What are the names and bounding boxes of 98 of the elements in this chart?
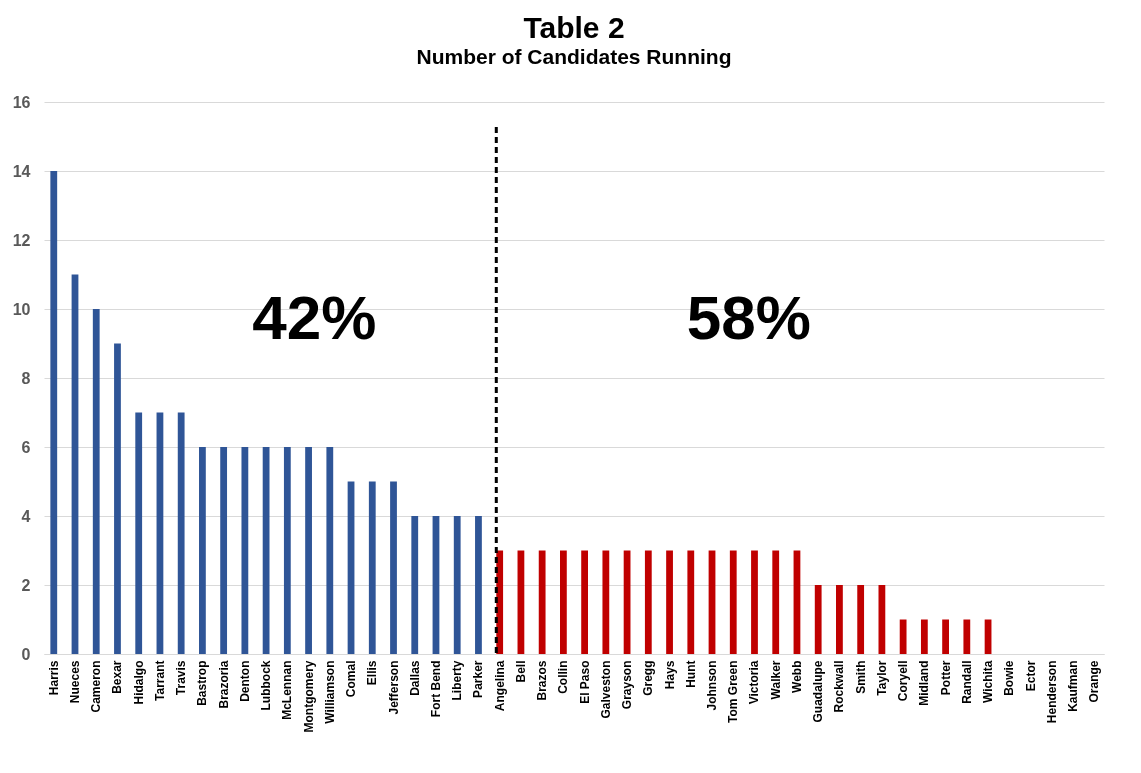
bar bbox=[283, 447, 291, 654]
x-tick-label: Montgomery bbox=[301, 660, 316, 733]
x-tick-label: Walker bbox=[768, 660, 783, 700]
bar bbox=[644, 550, 652, 654]
bar bbox=[390, 481, 397, 654]
bar bbox=[538, 550, 546, 654]
x-tick-label: Gregg bbox=[641, 660, 656, 696]
x-tick-label: Coryell bbox=[896, 660, 911, 702]
x-tick-label: Kaufman bbox=[1066, 660, 1080, 712]
x-tick-label: Lubbock bbox=[259, 660, 274, 711]
x-tick-label: Cameron bbox=[89, 660, 104, 713]
bar bbox=[878, 585, 886, 654]
x-tick-label: Ellis bbox=[365, 660, 380, 686]
bar bbox=[963, 619, 971, 654]
y-tick-label: 12 bbox=[12, 231, 31, 249]
bar bbox=[114, 343, 121, 654]
x-tick-label: Collin bbox=[556, 660, 571, 694]
x-tick-label: Tom Green bbox=[726, 660, 741, 723]
bar bbox=[241, 447, 249, 654]
bar bbox=[220, 447, 228, 654]
bar bbox=[368, 481, 376, 654]
annotation: 42% bbox=[252, 283, 377, 352]
bar bbox=[326, 447, 334, 654]
bar bbox=[475, 516, 482, 654]
x-tick-label: Brazos bbox=[535, 660, 550, 701]
x-tick-label: Potter bbox=[938, 660, 953, 696]
x-tick-label: Hidalgo bbox=[131, 660, 146, 705]
x-tick-label: Taylor bbox=[874, 660, 889, 696]
x-tick-label: Orange bbox=[1087, 660, 1102, 703]
x-tick-label: Fort Bend bbox=[428, 660, 443, 718]
x-tick-label: Ector bbox=[1023, 660, 1038, 692]
y-tick-label: 2 bbox=[21, 576, 31, 594]
bar bbox=[814, 585, 822, 654]
x-tick-label: Brazoria bbox=[216, 660, 231, 709]
x-tick-label: Galveston bbox=[598, 660, 613, 719]
bar bbox=[305, 447, 312, 654]
bar bbox=[666, 550, 673, 654]
x-tick-label: Harris bbox=[46, 660, 61, 696]
y-tick-label: 14 bbox=[12, 162, 31, 180]
x-tick-label: Wichita bbox=[981, 660, 996, 704]
bar bbox=[50, 171, 58, 654]
x-tick-label: Grayson bbox=[620, 660, 635, 710]
bar bbox=[177, 412, 185, 654]
bar bbox=[199, 447, 206, 654]
x-tick-label: Hays bbox=[662, 660, 677, 690]
x-tick-label: Victoria bbox=[747, 660, 762, 705]
bar bbox=[559, 550, 567, 654]
bar bbox=[453, 516, 461, 654]
x-tick-label: Hunt bbox=[683, 660, 698, 688]
bar bbox=[857, 585, 865, 654]
x-tick-label: Angelina bbox=[492, 660, 507, 712]
bar bbox=[262, 447, 270, 654]
x-tick-label: El Paso bbox=[577, 660, 592, 704]
x-tick-label: Travis bbox=[174, 660, 189, 696]
x-tick-label: Henderson bbox=[1044, 660, 1059, 724]
y-tick-label: 0 bbox=[21, 645, 31, 663]
x-tick-label: Bell bbox=[513, 660, 528, 683]
x-tick-label: Smith bbox=[853, 660, 868, 694]
x-tick-label: Comal bbox=[344, 660, 359, 698]
x-tick-label: Nueces bbox=[68, 660, 82, 704]
y-tick-label: 16 bbox=[12, 93, 31, 111]
x-tick-label: Midland bbox=[917, 660, 932, 706]
bar bbox=[899, 619, 907, 654]
x-tick-label: Dallas bbox=[407, 660, 422, 696]
x-tick-label: Bastrop bbox=[195, 660, 210, 706]
x-tick-label: Bowie bbox=[1002, 660, 1017, 696]
bar bbox=[836, 585, 843, 654]
x-tick-label: Webb bbox=[789, 660, 804, 693]
x-tick-label: Denton bbox=[237, 660, 252, 702]
x-tick-label: Bexar bbox=[110, 660, 125, 694]
bar bbox=[602, 550, 610, 654]
x-tick-label: Johnson bbox=[705, 660, 720, 711]
x-tick-label: Williamson bbox=[322, 660, 337, 724]
bar bbox=[411, 516, 419, 654]
bar bbox=[92, 309, 100, 654]
x-tick-label: McLennan bbox=[280, 660, 295, 720]
bar bbox=[751, 550, 758, 654]
annotation: 58% bbox=[686, 283, 811, 352]
y-tick-label: 10 bbox=[12, 300, 31, 318]
chart-title: Table 2 bbox=[523, 11, 625, 44]
x-tick-label: Jefferson bbox=[386, 660, 401, 715]
x-tick-label: Tarrant bbox=[152, 660, 167, 701]
x-tick-label: Randall bbox=[959, 660, 974, 704]
y-tick-label: 4 bbox=[21, 507, 31, 525]
bar bbox=[920, 619, 928, 654]
x-tick-label: Liberty bbox=[450, 660, 465, 701]
x-tick-label: Parker bbox=[471, 660, 486, 698]
x-tick-label: Rockwall bbox=[832, 660, 847, 713]
bar bbox=[581, 550, 589, 654]
x-tick-label: Guadalupe bbox=[811, 660, 826, 723]
y-tick-label: 6 bbox=[21, 438, 31, 456]
y-tick-label: 8 bbox=[21, 369, 31, 387]
bar bbox=[942, 619, 949, 654]
chart-subtitle: Number of Candidates Running bbox=[416, 45, 732, 68]
bar bbox=[729, 550, 737, 654]
bar bbox=[687, 550, 695, 654]
bar bbox=[135, 412, 143, 654]
bar bbox=[772, 550, 780, 654]
